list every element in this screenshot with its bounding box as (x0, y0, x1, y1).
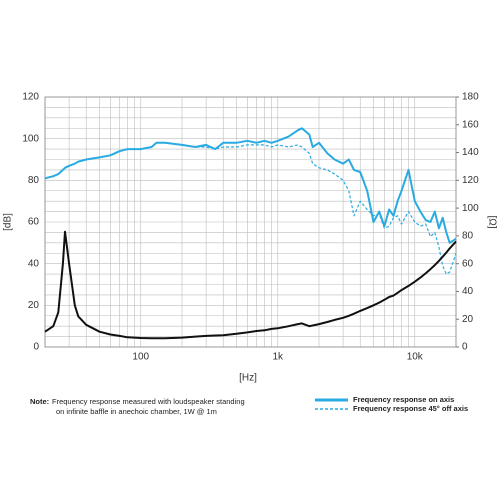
y2-axis-label: [Ω] (486, 215, 497, 228)
series-line (44, 142, 457, 275)
y2-tick-label: 60 (462, 258, 474, 269)
y-axis-label: [dB] (3, 213, 14, 231)
y2-tick-label: 180 (462, 92, 479, 103)
legend-label: Frequency response 45° off axis (353, 404, 468, 413)
x-tick-label: 10k (407, 352, 424, 363)
y2-tick-label: 120 (462, 175, 479, 186)
x-tick-label: 100 (132, 352, 149, 363)
y-tick-label: 120 (22, 92, 39, 103)
plot-frame (44, 96, 457, 348)
y2-tick-label: 140 (462, 147, 479, 158)
series-line (44, 230, 457, 340)
y2-tick-label: 80 (462, 231, 474, 242)
y2-tick-label: 20 (462, 314, 474, 325)
y-tick-label: 80 (28, 175, 40, 186)
y-tick-label: 20 (28, 300, 40, 311)
y2-tick-label: 160 (462, 119, 479, 130)
y-tick-label: 40 (28, 258, 40, 269)
y-tick-label: 100 (22, 133, 39, 144)
legend-label: Frequency response on axis (353, 395, 454, 404)
y2-tick-label: 100 (462, 203, 479, 214)
note-text: Frequency response measured with loudspe… (52, 397, 245, 406)
note-text: on infinite baffle in anechoic chamber, … (56, 407, 217, 416)
x-axis-label: [Hz] (239, 373, 257, 384)
y-tick-label: 60 (28, 217, 40, 228)
note-label: Note: (30, 397, 49, 406)
y2-tick-label: 40 (462, 286, 474, 297)
series-line (44, 127, 457, 244)
y-tick-label: 0 (33, 342, 39, 353)
y2-tick-label: 0 (462, 342, 468, 353)
x-tick-label: 1k (272, 352, 284, 363)
